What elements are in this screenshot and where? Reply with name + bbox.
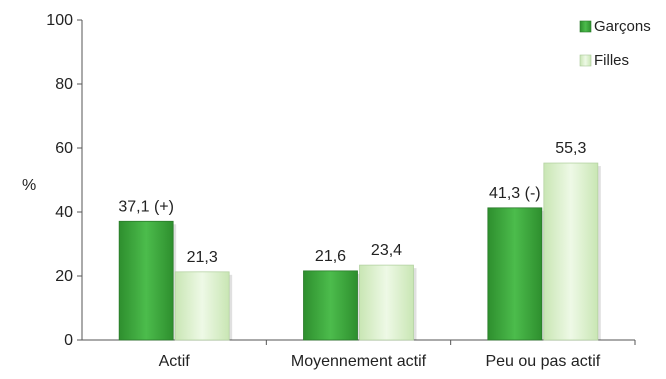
bar-garcons [303, 270, 358, 341]
bar-filles [543, 162, 599, 341]
y-tick-label: 40 [55, 204, 73, 221]
y-ticks: 0 20 40 60 80 100 [46, 12, 82, 349]
data-label: 41,3 (-) [489, 185, 541, 202]
category-label: Peu ou pas actif [485, 353, 600, 370]
y-tick-label: 80 [55, 76, 73, 93]
legend-swatch-filles [579, 54, 592, 67]
category-labels: Actif Moyennement actif Peu ou pas actif [159, 340, 636, 370]
data-label: 55,3 [555, 140, 586, 157]
data-label: 21,6 [315, 248, 346, 265]
bar-garcons [487, 207, 543, 341]
bar-filles [359, 264, 414, 341]
category-label: Moyennement actif [291, 353, 427, 370]
category-label: Actif [159, 353, 191, 370]
legend: Garçons Filles [579, 18, 651, 69]
bars [118, 162, 601, 341]
y-tick-label: 0 [64, 332, 73, 349]
bar-filles [174, 271, 230, 341]
legend-swatch-garcons [579, 20, 592, 33]
data-label: 37,1 (+) [118, 198, 174, 215]
data-label: 21,3 [187, 249, 218, 266]
data-label: 23,4 [371, 242, 402, 259]
data-labels: 37,1 (+) 21,3 21,6 23,4 41,3 (-) 55,3 [118, 140, 586, 266]
y-axis-label: % [22, 177, 36, 194]
bar-garcons [118, 220, 174, 341]
y-tick-label: 100 [46, 12, 73, 29]
y-tick-label: 60 [55, 140, 73, 157]
y-tick-label: 20 [55, 268, 73, 285]
legend-label-filles: Filles [594, 52, 629, 69]
legend-label-garcons: Garçons [594, 18, 651, 35]
